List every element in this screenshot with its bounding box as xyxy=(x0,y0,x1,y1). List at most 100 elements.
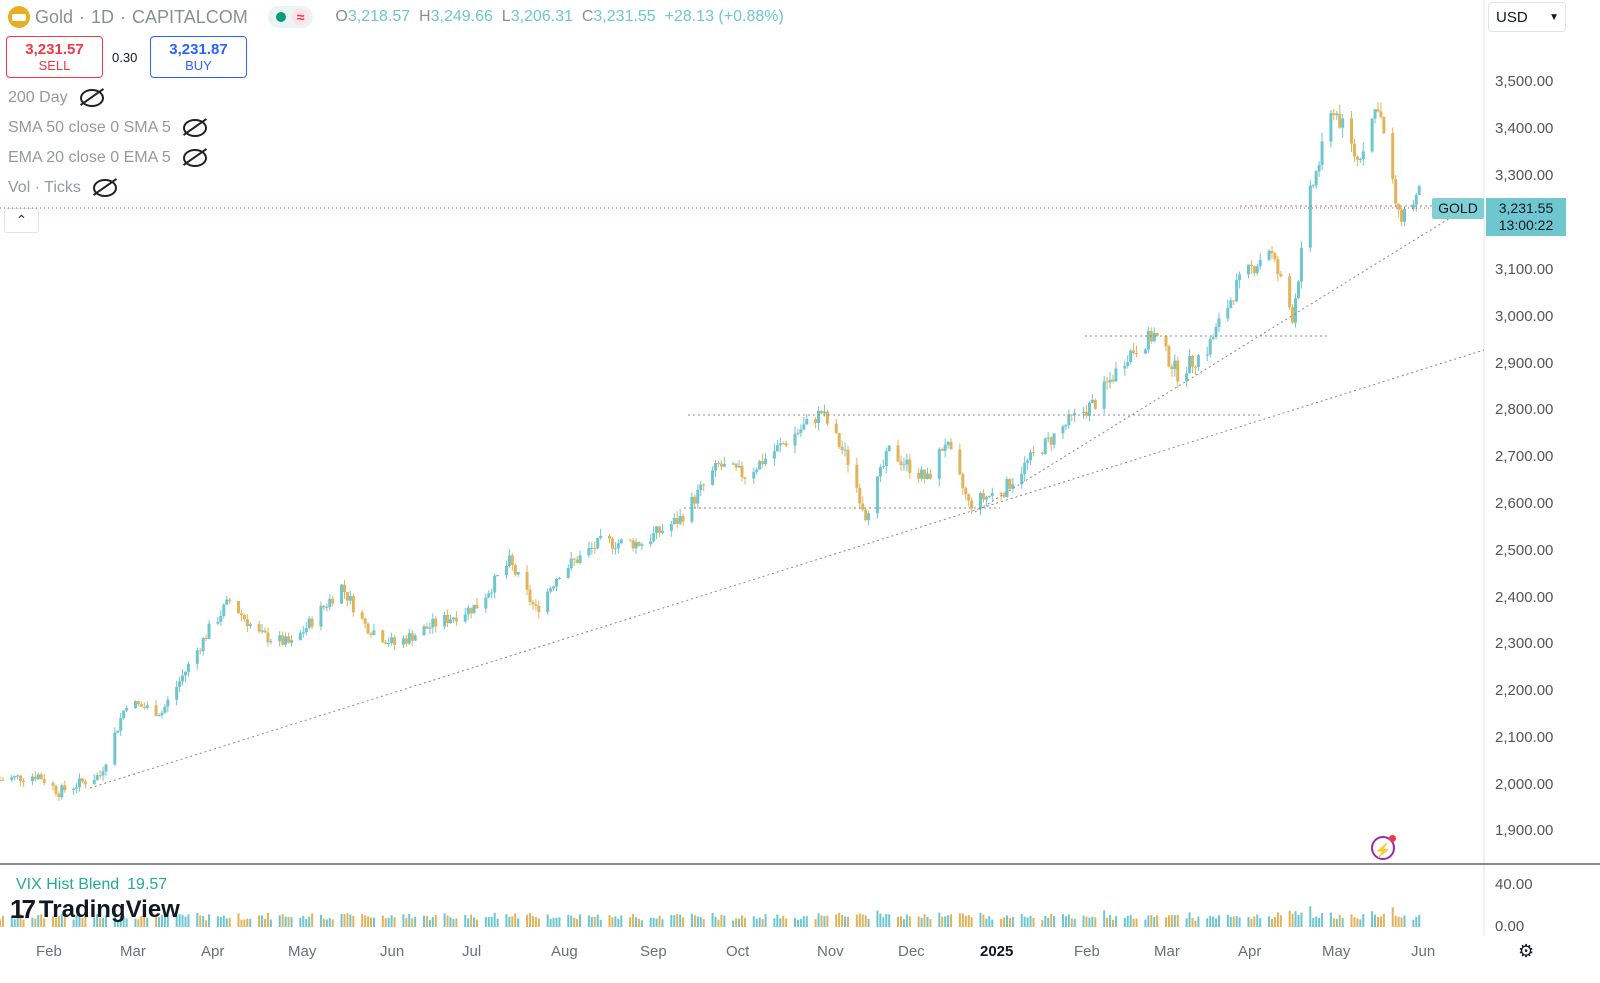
hidden-eye-icon[interactable] xyxy=(182,149,207,167)
volume-bar xyxy=(926,916,929,927)
candle-body xyxy=(507,555,511,567)
candle-body xyxy=(54,785,58,794)
candle-body xyxy=(116,730,120,733)
volume-bar xyxy=(617,918,620,927)
hidden-eye-icon[interactable] xyxy=(92,179,117,197)
volume-bar xyxy=(1247,917,1250,927)
volume-bar xyxy=(1194,920,1197,927)
volume-bar xyxy=(531,916,534,927)
volume-bar xyxy=(1397,916,1400,927)
volume-bar xyxy=(552,917,555,927)
indicator-vol[interactable]: Vol · Ticks xyxy=(8,179,117,197)
candle-body xyxy=(1361,151,1365,160)
candle-body xyxy=(661,530,664,533)
change-value: +28.13 (+0.88%) xyxy=(664,8,784,25)
lightning-icon[interactable]: ⚡ xyxy=(1371,835,1396,860)
hidden-eye-icon[interactable] xyxy=(182,119,207,137)
volume-bar xyxy=(1356,918,1359,927)
volume-bar xyxy=(473,917,476,927)
volume-bar xyxy=(1235,916,1238,927)
candle-body xyxy=(1205,354,1209,356)
candle-body xyxy=(469,607,473,614)
volume-bar xyxy=(1377,916,1379,927)
candle-body xyxy=(16,775,20,777)
volume-bar xyxy=(249,918,252,927)
vix-legend[interactable]: VIX Hist Blend 19.57 xyxy=(16,876,168,893)
candle-body xyxy=(555,578,558,587)
indicator-200-day[interactable]: 200 Day xyxy=(8,89,104,107)
volume-bar xyxy=(484,917,487,927)
candle-body xyxy=(322,605,326,608)
buy-button[interactable]: 3,231.87 BUY xyxy=(150,36,247,78)
volume-bar xyxy=(1176,914,1179,927)
sell-button[interactable]: 3,231.57 SELL xyxy=(6,36,103,78)
candle-body xyxy=(1352,143,1356,157)
candle-body xyxy=(1093,399,1097,409)
volume-bar xyxy=(908,916,911,927)
volume-bar xyxy=(199,915,202,927)
indicator-ema[interactable]: EMA 20 close 0 EMA 5 xyxy=(8,149,207,167)
volume-bar xyxy=(611,917,614,927)
collapse-legend-button[interactable]: ⌃ xyxy=(4,208,39,233)
candle-body xyxy=(946,441,950,445)
volume-bar xyxy=(735,918,738,927)
volume-bar xyxy=(10,915,13,927)
volume-bar xyxy=(590,916,593,927)
candle-body xyxy=(867,513,871,521)
candle-body xyxy=(1043,438,1047,454)
candle-body xyxy=(1188,356,1192,374)
candle-body xyxy=(875,476,879,514)
candle-body xyxy=(407,633,411,644)
volume-bar xyxy=(372,917,375,927)
candle-body xyxy=(163,706,167,713)
symbol-name[interactable]: Gold xyxy=(35,6,74,27)
volume-bar xyxy=(240,919,243,927)
volume-bar xyxy=(319,914,322,927)
volume-bar xyxy=(1150,915,1153,927)
candle-body xyxy=(987,495,991,497)
interval[interactable]: 1D xyxy=(91,6,115,27)
candle-body xyxy=(1173,360,1177,370)
volume-bar xyxy=(620,915,623,927)
gold-logo-icon xyxy=(8,6,30,28)
gear-icon[interactable]: ⚙ xyxy=(1518,941,1535,961)
candle-body xyxy=(1394,179,1398,204)
hidden-eye-icon[interactable] xyxy=(79,89,104,107)
volume-bar xyxy=(219,917,222,927)
x-axis-label: May xyxy=(1322,943,1351,960)
ohlc-values: O3,218.57 H3,249.66 L3,206.31 C3,231.55 … xyxy=(335,8,784,25)
indicator-sma[interactable]: SMA 50 close 0 SMA 5 xyxy=(8,119,207,137)
candle-body xyxy=(1185,373,1189,382)
volume-bar xyxy=(158,917,160,927)
volume-bar xyxy=(1029,915,1032,927)
volume-bar xyxy=(60,914,63,927)
volume-bar xyxy=(1070,918,1073,927)
volume-bar xyxy=(1294,911,1297,927)
market-status[interactable]: ≈ xyxy=(267,6,314,28)
volume-bar xyxy=(1256,914,1259,927)
volume-bar xyxy=(738,918,741,927)
volume-bar xyxy=(1238,917,1241,927)
symbol-header[interactable]: Gold · 1D · CAPITALCOM ≈ O3,218.57 H3,24… xyxy=(8,4,784,30)
candle-body xyxy=(0,779,2,781)
candle-body xyxy=(1170,366,1174,370)
x-axis-label: Apr xyxy=(1238,943,1262,960)
volume-bar xyxy=(1144,919,1147,927)
volume-bar xyxy=(847,916,849,927)
candle-body xyxy=(1252,266,1256,274)
candle-body xyxy=(269,641,273,643)
volume-bar xyxy=(476,919,478,927)
candle-body xyxy=(257,624,261,632)
volume-bar xyxy=(1341,918,1344,927)
volume-bar xyxy=(367,916,370,927)
currency-select[interactable]: USD ▼ xyxy=(1488,2,1566,32)
candle-body xyxy=(284,636,288,645)
candle-body xyxy=(219,615,223,622)
volume-bar xyxy=(1167,915,1170,927)
tradingview-logo[interactable]: 17 TradingView xyxy=(10,894,180,924)
candle-body xyxy=(381,630,385,643)
volume-bar xyxy=(573,917,576,927)
volume-bar xyxy=(1350,914,1353,927)
volume-bar xyxy=(402,914,405,927)
